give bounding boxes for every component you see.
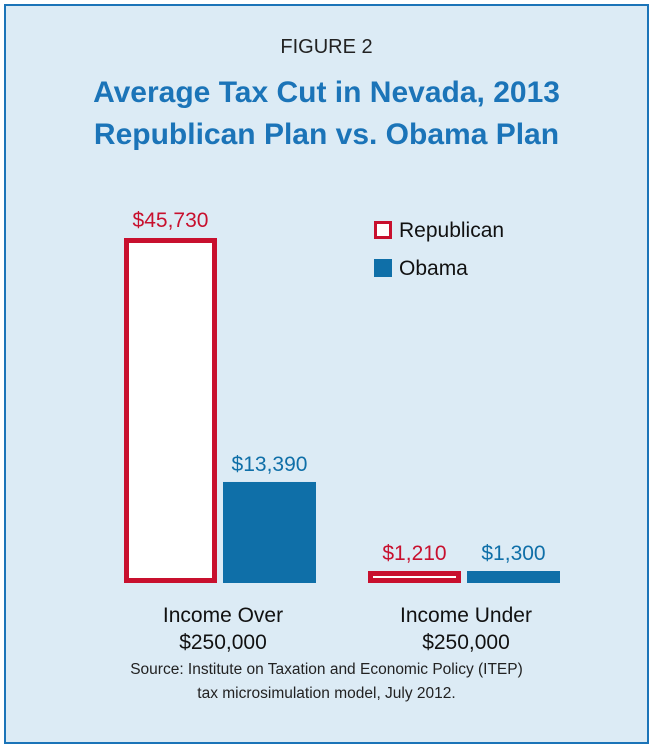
category-label-under-line1: Income Under: [400, 604, 532, 627]
legend-label-republican: Republican: [399, 219, 504, 242]
figure-label: FIGURE 2: [280, 36, 373, 58]
legend-swatch-republican: [374, 221, 392, 239]
category-label-over-line2: $250,000: [179, 631, 267, 654]
legend-label-obama: Obama: [399, 257, 468, 280]
source-line-1: Source: Institute on Taxation and Econom…: [130, 661, 523, 678]
source-line-2: tax microsimulation model, July 2012.: [197, 685, 456, 702]
category-label-under-line2: $250,000: [422, 631, 510, 654]
bar-chart: $45,730 $1,210 $13,390 $1,300 Republican Obam…: [124, 209, 560, 583]
data-label-republican-over: $45,730: [133, 209, 209, 232]
bar-republican-over: [124, 238, 217, 583]
chart-title: Average Tax Cut in Nevada, 2013: [93, 76, 560, 109]
bar-republican-under: [368, 571, 461, 583]
category-label-over-line1: Income Over: [162, 604, 284, 627]
category-label-under: Income Under $250,000: [356, 602, 576, 656]
category-label-over: Income Over $250,000: [113, 602, 333, 656]
data-label-obama-over: $13,390: [232, 453, 308, 476]
data-label-obama-under: $1,300: [481, 542, 545, 565]
chart-subtitle: Republican Plan vs. Obama Plan: [93, 118, 560, 151]
data-label-republican-under: $1,210: [382, 542, 446, 565]
bar-obama-over: [223, 481, 316, 583]
source-note: Source: Institute on Taxation and Econom…: [6, 658, 647, 706]
bar-obama-under: [467, 571, 560, 583]
legend-swatch-obama: [374, 259, 392, 277]
figure-panel: FIGURE 2 Average Tax Cut in Nevada, 2013…: [4, 4, 649, 744]
